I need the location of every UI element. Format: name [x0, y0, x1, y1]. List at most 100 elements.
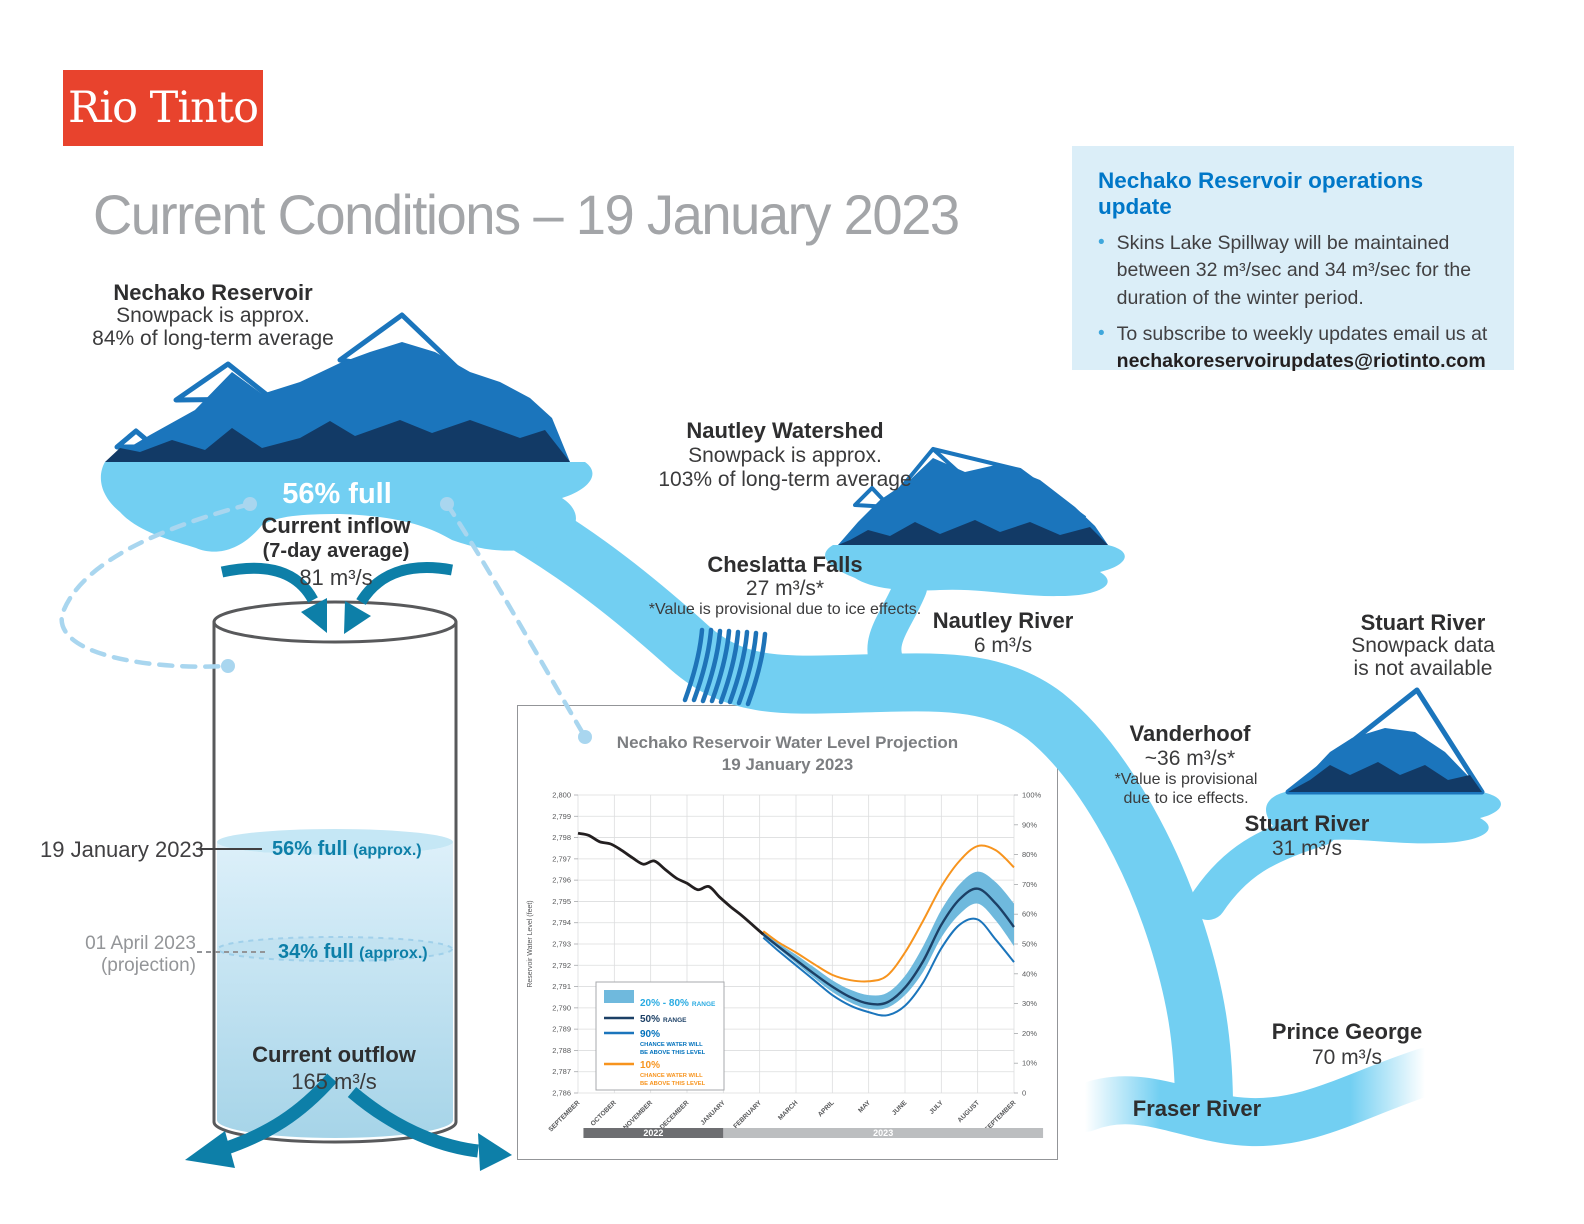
- outflow-value: 165 m³/s: [291, 1069, 377, 1094]
- svg-text:MARCH: MARCH: [777, 1099, 799, 1121]
- nechako-reservoir-label: Nechako Reservoir: [113, 280, 313, 305]
- svg-text:2,786: 2,786: [552, 1089, 571, 1098]
- stuart-snowpack-line2: is not available: [1353, 657, 1493, 680]
- chart-title: Nechako Reservoir Water Level Projection: [616, 733, 959, 752]
- stuart-snowpack-line1: Snowpack data: [1351, 634, 1495, 657]
- prince-george-value: 70 m³/s: [1311, 1046, 1383, 1069]
- nechako-snowpack-line1: Snowpack is approx.: [116, 304, 310, 327]
- svg-text:2022: 2022: [643, 1128, 663, 1138]
- svg-text:NOVEMBER: NOVEMBER: [622, 1099, 654, 1131]
- fraser-river-label: Fraser River: [1132, 1096, 1262, 1121]
- svg-text:2,799: 2,799: [552, 812, 571, 821]
- stuart-mountain: [1285, 687, 1485, 795]
- svg-text:2,793: 2,793: [552, 940, 571, 949]
- current-outflow-label: Current outflow: [252, 1042, 416, 1067]
- svg-text:APRIL: APRIL: [817, 1099, 836, 1118]
- rio-tinto-logo: Rio Tinto: [63, 70, 263, 146]
- inflow-value: 81 m³/s: [299, 565, 373, 590]
- vanderhoof-note1: *Value is provisional: [1114, 771, 1258, 788]
- svg-text:2,800: 2,800: [552, 791, 571, 800]
- water-level-projection-panel: Nechako Reservoir Water Level Projection…: [517, 705, 1058, 1160]
- svg-text:80%: 80%: [1022, 850, 1037, 859]
- operations-update-box: Nechako Reservoir operations update • Sk…: [1072, 146, 1514, 372]
- nautley-snowpack-line2: 103% of long-term average: [658, 468, 912, 491]
- svg-text:2,795: 2,795: [552, 897, 571, 906]
- svg-text:Reservoir Water Level (feet): Reservoir Water Level (feet): [527, 900, 534, 987]
- svg-text:MAY: MAY: [857, 1099, 872, 1114]
- subscription-email: nechakoreservoirupdates@riotinto.com: [1116, 350, 1486, 373]
- svg-text:OCTOBER: OCTOBER: [590, 1099, 618, 1127]
- inflow-arrowheads: [301, 598, 371, 634]
- svg-text:AUGUST: AUGUST: [956, 1099, 981, 1124]
- nautley-river-value: 6 m³/s: [973, 634, 1033, 657]
- now-level-label: 56% full (approx.): [272, 838, 422, 860]
- svg-text:FEBRUARY: FEBRUARY: [732, 1099, 763, 1130]
- operations-update-heading: Nechako Reservoir operations update: [1098, 168, 1424, 219]
- reservoir-fullness-label: 56% full: [282, 478, 392, 510]
- now-date-label: 19 January 2023: [40, 837, 204, 862]
- update-bullet-1: • Skins Lake Spillway will be maintained…: [1098, 230, 1494, 312]
- bullet-icon: •: [1098, 232, 1105, 253]
- current-inflow-label: Current inflow: [261, 513, 411, 538]
- svg-text:2,789: 2,789: [552, 1025, 571, 1034]
- svg-text:2,798: 2,798: [552, 833, 571, 842]
- svg-text:2,797: 2,797: [552, 854, 571, 863]
- cheslatta-value: 27 m³/s*: [745, 577, 825, 600]
- stuart-watershed-label: Stuart River: [1360, 610, 1486, 635]
- waterfall-icon: [685, 630, 765, 704]
- page-title: Current Conditions – 19 January 2023: [93, 183, 960, 246]
- nautley-watershed-label: Nautley Watershed: [686, 418, 884, 443]
- svg-text:2,787: 2,787: [552, 1067, 571, 1076]
- cheslatta-falls-label: Cheslatta Falls: [707, 552, 863, 577]
- nautley-snowpack-line1: Snowpack is approx.: [688, 444, 882, 467]
- cheslatta-note: *Value is provisional due to ice effects…: [648, 601, 922, 618]
- svg-text:2,794: 2,794: [552, 918, 571, 927]
- vanderhoof-value: ~36 m³/s*: [1144, 747, 1236, 770]
- svg-text:50%: 50%: [1022, 940, 1037, 949]
- svg-text:2,796: 2,796: [552, 876, 571, 885]
- chart-subtitle: 19 January 2023: [721, 755, 854, 774]
- svg-text:100%: 100%: [1022, 791, 1042, 800]
- stuart-river-label: Stuart River: [1244, 811, 1370, 836]
- svg-text:70%: 70%: [1022, 880, 1037, 889]
- inflow-subtitle: (7-day average): [262, 540, 410, 562]
- svg-text:10%: 10%: [640, 1060, 660, 1071]
- nautley-river-label: Nautley River: [932, 608, 1074, 633]
- bullet-icon: •: [1098, 322, 1105, 344]
- svg-text:90%: 90%: [640, 1029, 660, 1040]
- svg-text:SEPTEMBER: SEPTEMBER: [547, 1099, 581, 1133]
- svg-text:40%: 40%: [1022, 969, 1037, 978]
- svg-text:JUNE: JUNE: [891, 1099, 909, 1117]
- svg-text:60%: 60%: [1022, 910, 1037, 919]
- logo-text: Rio Tinto: [68, 83, 259, 133]
- outflow-arrowheads: [185, 1131, 512, 1171]
- svg-text:2023: 2023: [873, 1128, 893, 1138]
- svg-text:BE ABOVE THIS LEVEL: BE ABOVE THIS LEVEL: [640, 1081, 706, 1087]
- vanderhoof-note2: due to ice effects.: [1123, 790, 1249, 807]
- svg-text:10%: 10%: [1022, 1059, 1037, 1068]
- update-bullet-2: • To subscribe to weekly updates email u…: [1098, 321, 1494, 376]
- prince-george-label: Prince George: [1271, 1019, 1423, 1044]
- svg-text:CHANCE WATER WILL: CHANCE WATER WILL: [640, 1073, 703, 1079]
- svg-text:90%: 90%: [1022, 820, 1037, 829]
- projection-date-label: 01 April 2023: [85, 933, 196, 954]
- svg-text:2,792: 2,792: [552, 961, 571, 970]
- svg-text:JANUARY: JANUARY: [699, 1099, 727, 1127]
- svg-text:30%: 30%: [1022, 999, 1037, 1008]
- vanderhoof-label: Vanderhoof: [1129, 721, 1251, 746]
- svg-text:JULY: JULY: [928, 1099, 945, 1116]
- svg-text:2,791: 2,791: [552, 982, 571, 991]
- svg-text:0: 0: [1022, 1089, 1026, 1098]
- svg-text:2,788: 2,788: [552, 1046, 571, 1055]
- nechako-snowpack-line2: 84% of long-term average: [92, 327, 334, 350]
- svg-text:CHANCE WATER WILL: CHANCE WATER WILL: [640, 1042, 703, 1048]
- svg-text:BE ABOVE THIS LEVEL: BE ABOVE THIS LEVEL: [640, 1050, 706, 1056]
- svg-text:2,790: 2,790: [552, 1003, 571, 1012]
- svg-text:DECEMBER: DECEMBER: [659, 1099, 691, 1131]
- svg-text:20%: 20%: [1022, 1029, 1037, 1038]
- projection-note-label: (projection): [100, 955, 196, 976]
- nautley-lake: [825, 545, 1125, 597]
- stuart-river-value: 31 m³/s: [1271, 837, 1343, 860]
